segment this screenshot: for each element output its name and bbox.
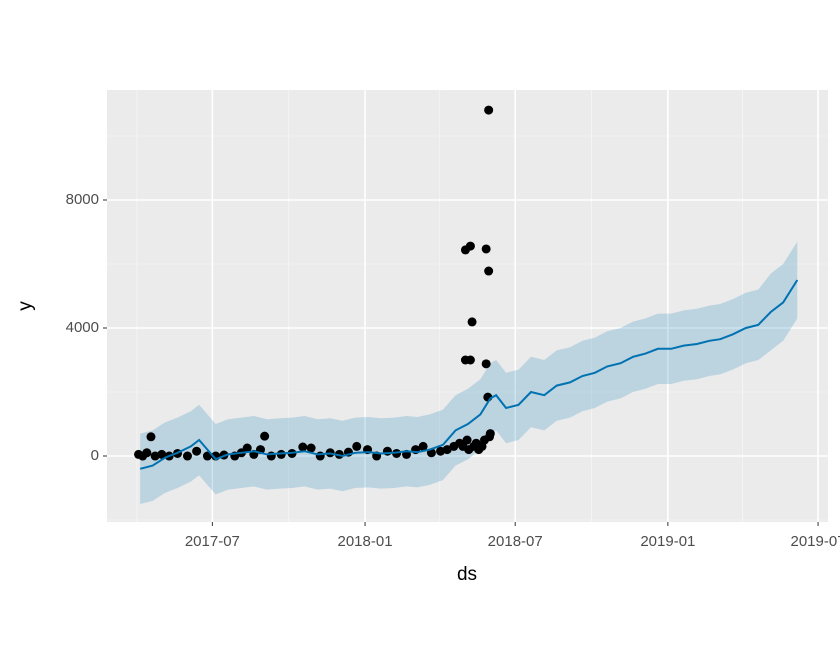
- x-axis-title: ds: [457, 564, 477, 585]
- data-point: [352, 441, 362, 451]
- x-tick-label: 2019-01: [640, 533, 695, 550]
- data-point: [260, 431, 270, 441]
- data-point: [192, 446, 202, 456]
- data-point: [298, 442, 308, 452]
- data-point: [146, 432, 156, 442]
- x-tick-label: 2017-07: [185, 533, 240, 550]
- y-tick-label: 0: [91, 447, 99, 464]
- data-point: [481, 359, 491, 369]
- data-point: [418, 441, 428, 451]
- y-axis-title: y: [15, 301, 36, 311]
- data-point: [467, 317, 477, 327]
- data-point: [202, 451, 212, 461]
- data-point: [315, 451, 325, 461]
- y-tick-label: 8000: [66, 191, 99, 208]
- data-point: [157, 449, 167, 459]
- data-point: [382, 446, 392, 456]
- data-point: [462, 435, 472, 445]
- data-point: [484, 105, 494, 115]
- data-point: [485, 429, 495, 439]
- data-point: [142, 448, 152, 458]
- y-tick-label: 4000: [66, 319, 99, 336]
- uncertainty-band: [140, 241, 798, 505]
- data-point: [242, 443, 252, 453]
- data-point: [306, 443, 316, 453]
- data-point: [182, 451, 192, 461]
- x-tick-label: 2018-07: [488, 533, 543, 550]
- x-tick-label: 2018-01: [338, 533, 393, 550]
- x-tick-label: 2019-07: [791, 533, 840, 550]
- data-point: [465, 355, 475, 365]
- data-point: [484, 266, 494, 276]
- data-point: [276, 449, 286, 459]
- forecast-line: [139, 279, 799, 470]
- data-point: [465, 241, 475, 251]
- data-point: [481, 244, 491, 254]
